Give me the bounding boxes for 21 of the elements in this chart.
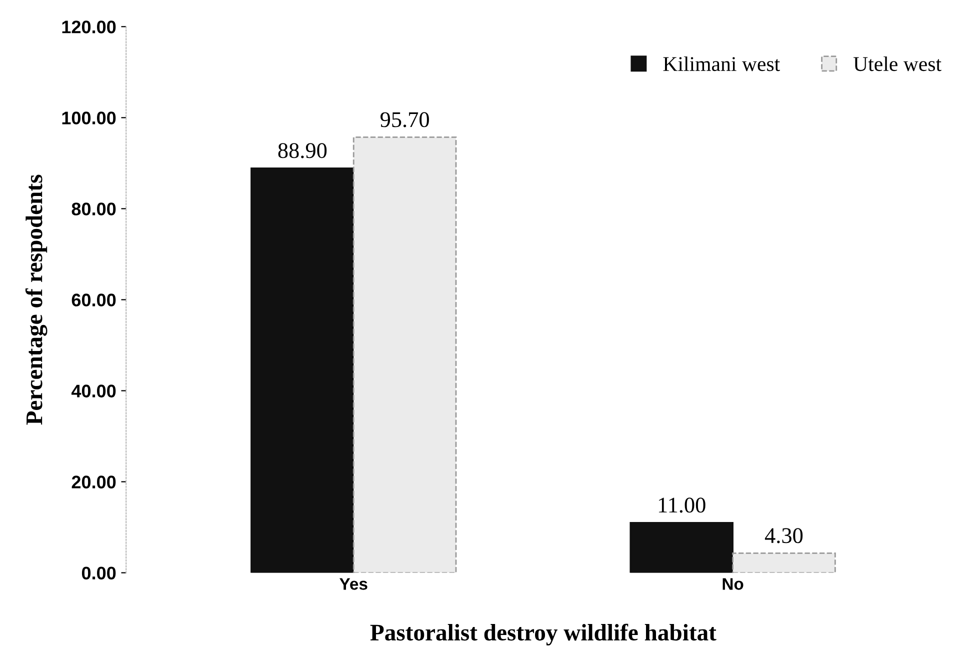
y-tick-label: 60.00 (72, 294, 116, 306)
y-axis-title: Percentage of respodents (25, 174, 48, 425)
legend-label: Utele west (853, 56, 942, 72)
legend-label: Kilimani west (663, 56, 780, 72)
data-label: 4.30 (764, 528, 803, 544)
bar (250, 167, 354, 573)
bar (352, 136, 457, 573)
y-tick-label: 100.00 (62, 112, 116, 124)
x-tick-label: No (722, 578, 744, 590)
data-label: 11.00 (658, 498, 706, 513)
y-tick-label: 120.00 (62, 20, 116, 34)
data-label: 95.70 (380, 112, 429, 128)
bar (630, 522, 734, 573)
y-tick-label: 80.00 (72, 202, 116, 216)
y-tick-label: 20.00 (72, 476, 116, 488)
y-tick-label: 40.00 (71, 384, 116, 398)
data-label: 88.90 (278, 143, 327, 158)
bar (732, 552, 836, 573)
x-axis-title: Pastoralist destroy wildlife habitat (370, 624, 716, 646)
x-tick-label: Yes (340, 578, 368, 590)
y-tick-label: 0.00 (82, 566, 116, 580)
